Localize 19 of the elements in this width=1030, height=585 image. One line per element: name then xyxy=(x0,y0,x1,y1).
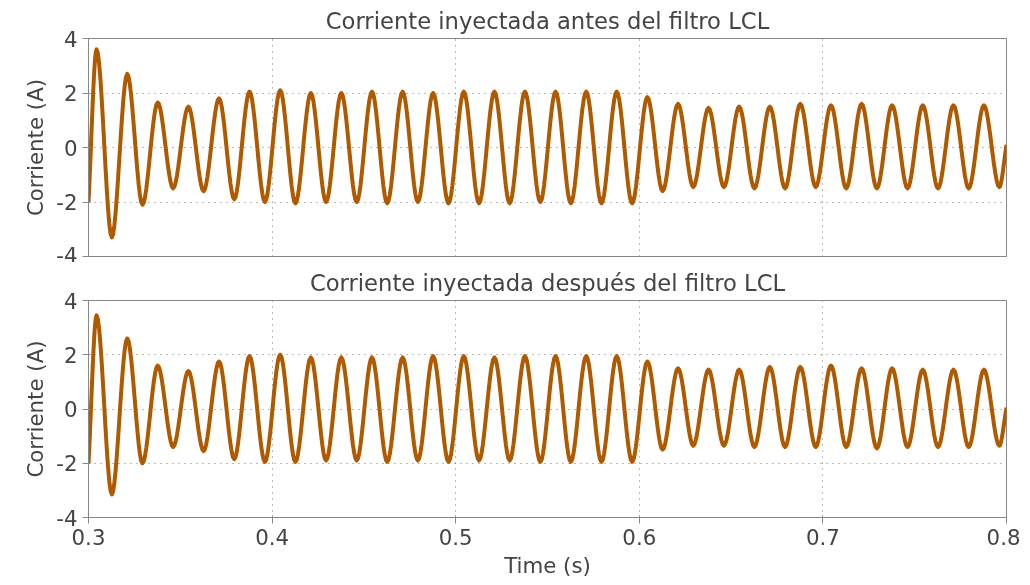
y-tick-label: -2 xyxy=(56,451,78,477)
y-tick-label: 4 xyxy=(63,288,78,314)
chart-title: Corriente inyectada después del filtro LCL xyxy=(309,269,786,296)
x-tick-label: 0.8 xyxy=(986,524,1021,550)
y-tick-label: 0 xyxy=(63,397,78,422)
y-axis-title: Corriente (A) xyxy=(23,78,49,217)
y-tick-label: -2 xyxy=(56,190,78,215)
chart-title: Corriente inyectada antes del filtro LCL xyxy=(325,7,770,34)
y-tick-label: -4 xyxy=(56,242,78,268)
y-tick-label: 2 xyxy=(63,81,78,106)
y-tick-label: 0 xyxy=(63,135,78,161)
y-tick-label: 2 xyxy=(63,342,78,368)
x-tick-label: 0.7 xyxy=(805,524,840,550)
x-tick-label: 0.6 xyxy=(622,524,657,550)
x-tick-label: 0.4 xyxy=(255,524,290,550)
y-tick-label: 4 xyxy=(63,26,78,52)
x-axis-title: Time (s) xyxy=(503,552,591,578)
y-axis-title: Corriente (A) xyxy=(23,340,49,478)
x-tick-label: 0.5 xyxy=(438,524,473,550)
